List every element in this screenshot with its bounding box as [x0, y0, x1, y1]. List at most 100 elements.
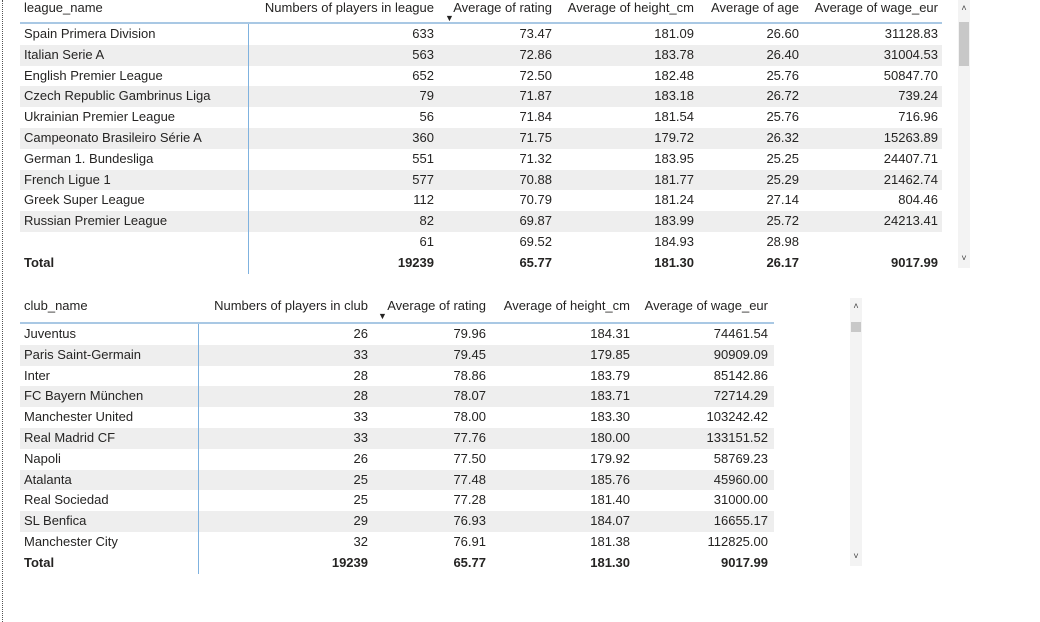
- chevron-down-icon[interactable]: ˅: [961, 253, 967, 263]
- table-row[interactable]: Russian Premier League 82 69.87 183.99 25.72…: [20, 211, 942, 232]
- total-value-cell: 9017.99: [891, 254, 938, 270]
- table-row[interactable]: Greek Super League 112 70.79 181.24 27.14 804…: [20, 190, 942, 211]
- table-row[interactable]: English Premier League 652 72.50 182.48 25.7…: [20, 66, 942, 87]
- column-header-3[interactable]: Average of height_cm: [503, 298, 630, 313]
- column-header-2[interactable]: Average of rating: [453, 0, 552, 15]
- value-cell: 76.93: [453, 513, 486, 529]
- value-cell: 31000.00: [713, 492, 768, 508]
- table-row[interactable]: Czech Republic Gambrinus Liga 79 71.87 183.…: [20, 86, 942, 108]
- table-row[interactable]: Atalanta 25 77.48 185.76 45960.00: [20, 469, 774, 491]
- table-row[interactable]: French Ligue 1 577 70.88 181.77 25.29 21462.7…: [20, 169, 942, 191]
- row-label-cell: Paris Saint-Germain: [24, 346, 142, 362]
- value-cell: 24213.41: [883, 213, 938, 229]
- table-row[interactable]: Real Sociedad 25 77.28 181.40 31000.00: [20, 490, 774, 511]
- value-cell: 183.30: [590, 409, 630, 425]
- table-row[interactable]: Campeonato Brasileiro Série A 360 71.75 179…: [20, 127, 942, 149]
- table-row[interactable]: SL Benfica 29 76.93 184.07 16655.17: [20, 511, 774, 532]
- table-row[interactable]: Napoli 26 77.50 179.92 58769.23: [20, 449, 774, 470]
- value-cell: 25.29: [766, 171, 799, 187]
- column-header-3[interactable]: Average of height_cm: [567, 0, 694, 15]
- value-cell: 133151.52: [706, 429, 768, 445]
- column-header-4[interactable]: Average of age: [711, 0, 799, 15]
- value-cell: 71.87: [519, 88, 552, 104]
- page-edge-dotted-border: [2, 0, 3, 622]
- value-cell: 78.00: [453, 409, 486, 425]
- value-cell: 181.77: [654, 171, 694, 187]
- club-table-visual[interactable]: club_name Numbers of players in club Avera…: [20, 298, 865, 578]
- column-header-0[interactable]: club_name: [24, 298, 88, 313]
- row-label-cell: Juventus: [24, 326, 77, 341]
- total-label: Total: [24, 554, 55, 570]
- column-header-2[interactable]: Average of rating: [387, 298, 486, 313]
- table-row[interactable]: Spain Primera Division 633 73.47 181.09 26.6…: [20, 24, 942, 45]
- total-value-cell: 181.30: [654, 254, 694, 270]
- total-value-cell: 181.30: [590, 554, 630, 570]
- chevron-down-icon[interactable]: ˅: [853, 551, 859, 561]
- value-cell: 76.91: [453, 533, 486, 549]
- row-label-cell: FC Bayern München: [24, 388, 144, 404]
- table-row[interactable]: Inter 28 78.86 183.79 85142.86: [20, 366, 774, 387]
- club-table-scrollbar[interactable]: ˄ ˅: [850, 298, 862, 566]
- total-value-cell: 19239: [397, 254, 434, 270]
- value-cell: 26.32: [766, 129, 799, 145]
- value-cell: 16655.17: [713, 513, 768, 529]
- sort-descending-icon[interactable]: ▼: [378, 311, 387, 321]
- value-cell: 179.92: [590, 450, 630, 466]
- value-cell: 77.28: [453, 492, 486, 508]
- value-cell: 56: [419, 109, 434, 125]
- value-cell: 183.78: [654, 46, 694, 62]
- value-cell: 25.76: [766, 109, 799, 125]
- total-value-cell: 19239: [331, 554, 368, 570]
- row-label-cell: Greek Super League: [24, 192, 145, 208]
- league-table-scrollbar[interactable]: ˄ ˅: [958, 0, 970, 268]
- value-cell: 58769.23: [713, 450, 768, 466]
- value-cell: 85142.86: [713, 367, 768, 383]
- table-row[interactable]: FC Bayern München 28 78.07 183.71 72714.29: [20, 386, 774, 408]
- value-cell: 71.32: [519, 150, 552, 166]
- value-cell: 181.38: [590, 533, 630, 549]
- table-row[interactable]: Manchester City 32 76.91 181.38 112825.00: [20, 532, 774, 553]
- table-row[interactable]: Real Madrid CF 33 77.76 180.00 133151.52: [20, 427, 774, 449]
- value-cell: 21462.74: [883, 171, 938, 187]
- total-value-cell: 9017.99: [721, 554, 768, 570]
- column-header-0[interactable]: league_name: [24, 0, 103, 15]
- table-row[interactable]: Manchester United 33 78.00 183.30 103242.42: [20, 407, 774, 428]
- scroll-thumb[interactable]: [851, 322, 861, 332]
- table-row[interactable]: Juventus 26 79.96 184.31 74461.54: [20, 324, 774, 345]
- value-cell: 28.98: [766, 233, 799, 249]
- table-row[interactable]: German 1. Bundesliga 551 71.32 183.95 25.25 2…: [20, 149, 942, 170]
- column-divider: [248, 24, 249, 274]
- value-cell: 79.96: [453, 326, 486, 341]
- row-label-cell: Russian Premier League: [24, 213, 168, 229]
- table-row[interactable]: Italian Serie A 563 72.86 183.78 26.40 31004.…: [20, 44, 942, 66]
- value-cell: 184.31: [590, 326, 630, 341]
- row-label-cell: Atalanta: [24, 471, 72, 487]
- column-header-1[interactable]: Numbers of players in club: [214, 298, 368, 313]
- total-value-cell: 26.17: [766, 254, 799, 270]
- sort-descending-icon[interactable]: ▼: [445, 13, 454, 23]
- column-header-5[interactable]: Average of wage_eur: [814, 0, 938, 15]
- league-table-visual[interactable]: league_name Numbers of players in league A…: [20, 0, 970, 276]
- chevron-up-icon[interactable]: ˄: [961, 3, 967, 13]
- table-row[interactable]: Ukrainian Premier League 56 71.84 181.54 25.…: [20, 107, 942, 128]
- value-cell: 69.87: [519, 213, 552, 229]
- value-cell: 72.86: [519, 46, 552, 62]
- chevron-up-icon[interactable]: ˄: [853, 301, 859, 311]
- value-cell: 577: [412, 171, 434, 187]
- column-header-1[interactable]: Numbers of players in league: [264, 0, 434, 15]
- table-row[interactable]: Paris Saint-Germain 33 79.45 179.85 90909.09: [20, 344, 774, 366]
- row-label-cell: Real Sociedad: [24, 492, 109, 508]
- value-cell: 31128.83: [884, 26, 938, 41]
- total-value-cell: 65.77: [519, 254, 552, 270]
- column-header-4[interactable]: Average of wage_eur: [644, 298, 768, 313]
- value-cell: 184.93: [654, 233, 694, 249]
- value-cell: 183.95: [654, 150, 694, 166]
- total-row: Total 19239 65.77 181.30 9017.99: [20, 553, 774, 574]
- table-row[interactable]: 61 69.52 184.93 28.98: [20, 232, 942, 253]
- value-cell: 77.48: [453, 471, 486, 487]
- value-cell: 33: [353, 429, 368, 445]
- scroll-thumb[interactable]: [959, 22, 969, 66]
- value-cell: 103242.42: [706, 409, 768, 425]
- value-cell: 563: [412, 46, 434, 62]
- club-table-grid: club_name Numbers of players in club Avera…: [20, 298, 774, 574]
